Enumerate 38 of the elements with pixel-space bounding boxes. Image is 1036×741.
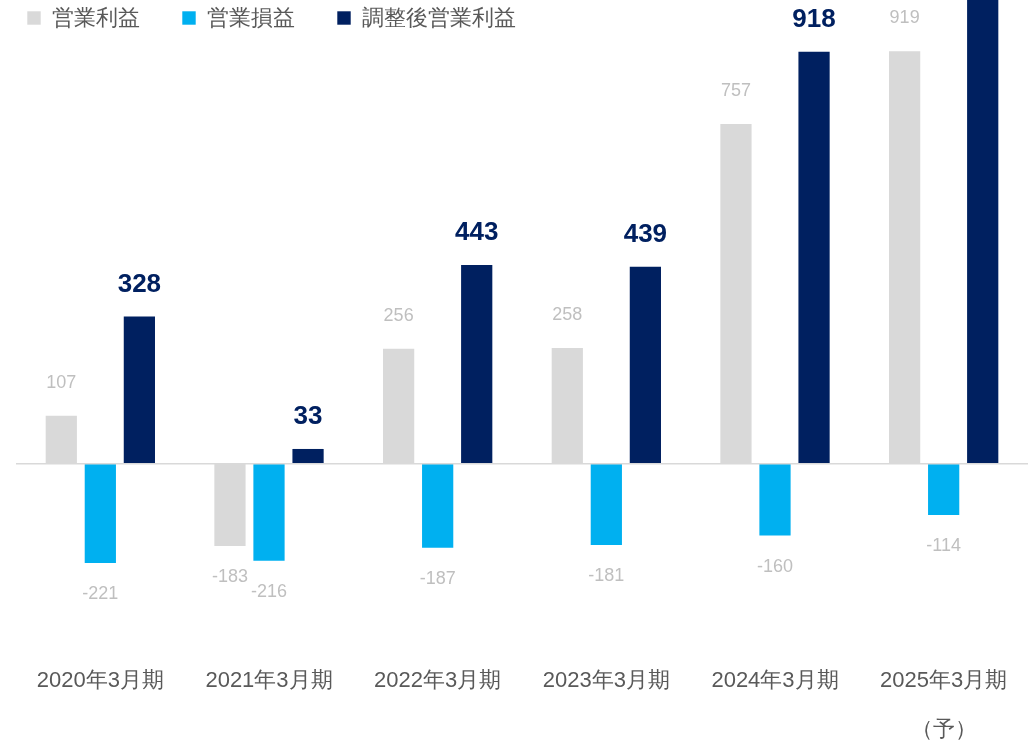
- bar: [84, 463, 116, 563]
- data-label: -183: [211, 565, 248, 586]
- data-label: -216: [250, 580, 288, 601]
- data-label: 328: [117, 267, 162, 298]
- bar: [629, 266, 661, 464]
- x-tick-label: 2024年3月期: [711, 666, 839, 692]
- bar: [759, 463, 791, 536]
- data-label: -114: [926, 534, 962, 555]
- bar: [292, 448, 324, 464]
- x-tick-label: 2025年3月期（予）: [880, 666, 1008, 741]
- x-tick-label: 2021年3月期: [205, 666, 333, 692]
- data-label: 256: [383, 304, 414, 325]
- legend-label: 営業損益: [207, 5, 295, 30]
- data-label: -221: [82, 583, 119, 603]
- bar: [123, 316, 155, 464]
- data-label: 919: [889, 7, 920, 28]
- legend-label: 調整後営業利益: [362, 5, 516, 30]
- data-label: -181: [588, 565, 625, 586]
- x-tick-label: 2023年3月期: [542, 666, 670, 692]
- data-label: -160: [756, 555, 794, 576]
- bar: [461, 264, 493, 464]
- bar: [798, 51, 830, 464]
- bar: [253, 463, 285, 561]
- data-label: -187: [419, 567, 456, 588]
- data-label: 258: [552, 303, 583, 324]
- data-label: 33: [293, 399, 323, 430]
- bar: [422, 463, 454, 548]
- data-label: 757: [720, 79, 751, 100]
- x-tick-label: 2020年3月期: [36, 666, 164, 692]
- x-tick-label: 2022年3月期: [374, 666, 502, 692]
- data-label: 443: [455, 215, 499, 246]
- bar: [928, 463, 960, 515]
- data-label: 918: [792, 2, 836, 33]
- data-label: 439: [623, 217, 668, 248]
- bar: [967, 0, 999, 464]
- legend-label: 営業利益: [52, 5, 140, 30]
- data-label: 107: [46, 371, 77, 392]
- bar: [590, 463, 622, 546]
